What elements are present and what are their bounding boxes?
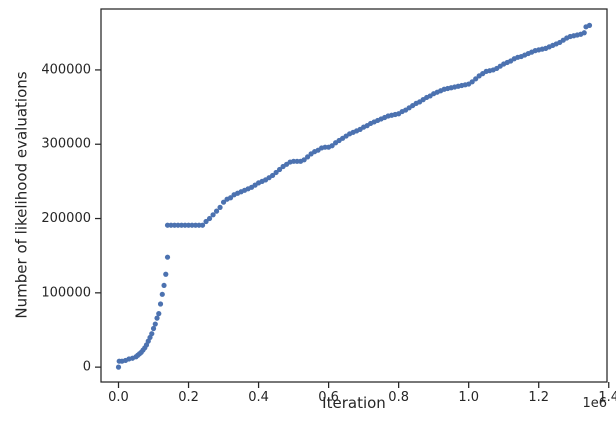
y-tick-label: 200000 bbox=[41, 211, 91, 226]
data-point-40 bbox=[217, 204, 223, 210]
data-point-15 bbox=[149, 331, 155, 337]
data-point-144 bbox=[581, 30, 587, 36]
x-tick-label: 0.0 bbox=[108, 390, 129, 405]
x-tick-label: 1.0 bbox=[458, 390, 479, 405]
data-point-17 bbox=[152, 321, 158, 327]
data-point-21 bbox=[159, 291, 165, 297]
y-tick-label: 300000 bbox=[41, 137, 91, 152]
data-point-112 bbox=[469, 79, 475, 85]
data-point-0 bbox=[115, 364, 122, 370]
plot-frame bbox=[100, 8, 608, 383]
data-point-35 bbox=[199, 222, 206, 228]
y-axis-label: Number of likelihood evaluations bbox=[13, 71, 31, 318]
data-point-41 bbox=[220, 199, 227, 205]
data-point-38 bbox=[210, 212, 216, 218]
plot-area bbox=[101, 9, 607, 382]
x-tick-label: 1.4 bbox=[598, 390, 616, 405]
data-point-113 bbox=[473, 76, 479, 82]
data-point-55 bbox=[269, 172, 276, 179]
y-axis-ticks: 0 100000 200000 300000 400000 bbox=[41, 62, 101, 375]
x-axis-offset-label: 1e6 bbox=[582, 396, 607, 411]
data-point-146 bbox=[586, 22, 593, 28]
y-tick-label: 400000 bbox=[41, 62, 91, 77]
y-tick-label: 100000 bbox=[41, 285, 91, 300]
data-point-18 bbox=[154, 315, 160, 321]
data-point-56 bbox=[273, 169, 279, 176]
x-tick-label: 1.2 bbox=[528, 390, 549, 405]
x-tick-label: 0.2 bbox=[178, 390, 199, 405]
data-point-22 bbox=[161, 282, 167, 289]
x-tick-label: 0.8 bbox=[388, 390, 409, 405]
data-point-24 bbox=[164, 254, 171, 260]
data-point-23 bbox=[163, 271, 169, 277]
y-tick-label: 0 bbox=[83, 360, 91, 375]
data-point-37 bbox=[206, 215, 213, 222]
x-tick-label: 0.6 bbox=[318, 390, 339, 405]
data-point-57 bbox=[276, 166, 283, 173]
data-point-43 bbox=[227, 195, 234, 201]
data-point-72 bbox=[329, 143, 335, 149]
data-point-36 bbox=[203, 218, 209, 225]
x-axis-ticks: 0.0 0.2 0.4 0.6 0.8 1.0 1.2 1.4 bbox=[108, 382, 616, 405]
data-point-39 bbox=[213, 208, 220, 214]
data-point-65 bbox=[305, 154, 311, 160]
x-axis-label: Iteration bbox=[322, 394, 386, 412]
data-point-64 bbox=[301, 157, 307, 163]
x-tick-label: 0.4 bbox=[248, 390, 269, 405]
data-point-19 bbox=[156, 311, 162, 317]
scatter-points bbox=[115, 22, 593, 370]
data-point-16 bbox=[150, 325, 157, 332]
data-point-20 bbox=[157, 301, 164, 307]
